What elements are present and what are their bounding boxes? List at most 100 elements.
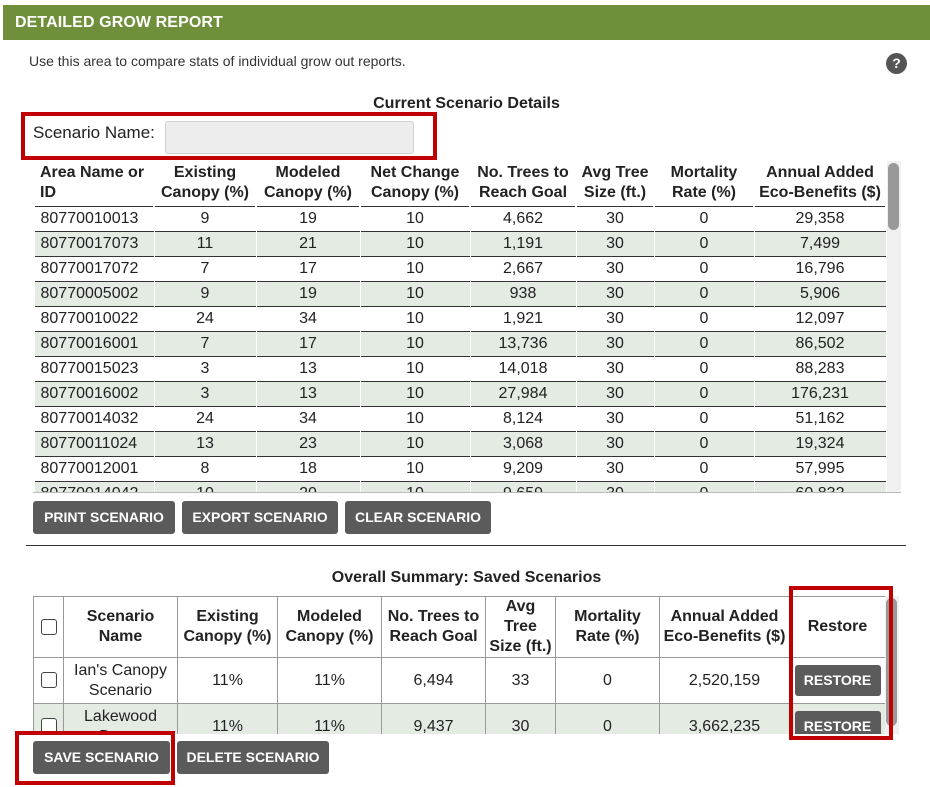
table-cell-avg-tree-size: 30 [575,406,655,431]
table-cell-area-name: 80770017072 [33,256,155,281]
intro-text: Use this area to compare stats of indivi… [29,53,406,69]
table-cell-modeled-canopy: 18 [255,456,361,481]
table-cell-area-name: 80770017073 [33,231,155,256]
table-cell-modeled-canopy: 19 [255,206,361,231]
table-scrollbar[interactable] [887,161,901,492]
table-cell-eco-benefits: 57,995 [753,456,887,481]
summary-header-trees-to-goal: No. Trees to Reach Goal [381,596,486,658]
table-row[interactable]: 80770005002 9 19 10 938 30 0 5,906 [33,281,887,306]
table-cell-mortality-rate: 0 [653,456,755,481]
table-cell-eco-benefits: 51,162 [753,406,887,431]
scenario-name-cell: Lakewood Demo [63,703,178,735]
saved-scenario-row[interactable]: LakewoodDemo11%11%9,4373003,662,235RESTO… [33,703,886,735]
table-row[interactable]: 80770015023 3 13 10 14,018 30 0 88,283 [33,356,887,381]
table-cell-mortality-rate: 0 [653,281,755,306]
scrollbar-thumb[interactable] [888,163,899,230]
column-header-line: No. Trees to [477,164,569,182]
table-row[interactable]: 807700140421020109,65930060,832 [33,481,887,492]
table-cell-area-name: 80770014042 [33,481,155,492]
column-header-eco-benefits: Annual Added Eco-Benefits ($) [753,161,887,206]
help-icon[interactable]: ? [886,53,907,74]
table-cell-area-name: 80770016002 [33,381,155,406]
export-scenario-button[interactable]: EXPORT SCENARIO [182,501,338,534]
table-row[interactable]: 80770014032 24 34 10 8,124 30 0 51,162 [33,406,887,431]
column-header-line: Canopy (%) [371,184,459,202]
summary-header-avg-tree-size: Avg Tree Size (ft.) [485,596,556,658]
section-divider [26,545,906,546]
summary-header-line: Reach Goal [389,628,478,645]
summary-cell-mortality-rate: 0 [555,703,660,734]
table-cell-net-change-canopy: 10 [359,256,471,281]
table-cell-trees-to-goal: 8,124 [469,406,577,431]
column-header-existing-canopy: Existing Canopy (%) [153,161,257,206]
table-cell-trees-to-goal: 1,921 [469,306,577,331]
row-select-cell [33,703,64,734]
table-cell-avg-tree-size: 30 [575,256,655,281]
table-cell-mortality-rate: 0 [653,431,755,456]
table-cell-modeled-canopy: 17 [255,256,361,281]
table-cell-avg-tree-size: 30 [575,356,655,381]
table-cell-modeled-canopy: 20 [255,481,361,492]
summary-cell-existing-canopy: 11% [177,703,278,734]
restore-button[interactable]: RESTORE [794,711,881,734]
summary-header-existing-canopy: Existing Canopy (%) [177,596,278,658]
table-cell-modeled-canopy: 34 [255,306,361,331]
table-cell-trees-to-goal: 9,659 [469,481,577,492]
table-cell-area-name: 80770010022 [33,306,155,331]
column-header-line: Existing [173,164,237,182]
table-cell-modeled-canopy: 21 [255,231,361,256]
table-row[interactable]: 80770012001 8 18 10 9,209 30 0 57,995 [33,456,887,481]
table-row[interactable]: 80770016002 3 13 10 27,984 30 0 176,231 [33,381,887,406]
summary-header-line: No. Trees to [387,608,480,625]
scenario-name-input[interactable] [165,121,414,154]
table-cell-eco-benefits: 176,231 [753,381,887,406]
table-cell-area-name: 80770005002 [33,281,155,306]
select-all-checkbox[interactable] [40,618,57,635]
delete-scenario-button[interactable]: DELETE SCENARIO [177,741,329,774]
table-cell-avg-tree-size: 30 [575,231,655,256]
table-cell-mortality-rate: 0 [653,231,755,256]
table-row[interactable]: 80770017073 11 21 10 1,191 30 0 7,499 [33,231,887,256]
summary-header-scenario-name: Scenario Name [63,596,178,658]
saved-scenarios-title: Overall Summary: Saved Scenarios [331,569,602,586]
table-cell-modeled-canopy: 17 [255,331,361,356]
table-cell-existing-canopy: 11 [153,231,257,256]
scenario-name-line: Demo [99,728,142,735]
table-cell-existing-canopy: 8 [153,456,257,481]
table-row[interactable]: 80770016001 7 17 10 13,736 30 0 86,502 [33,331,887,356]
table-cell-eco-benefits: 60,832 [753,481,887,492]
summary-cell-existing-canopy: 11% [177,657,278,704]
summary-header-line: Mortality [574,608,641,625]
table-cell-net-change-canopy: 10 [359,406,471,431]
column-header-line: Avg Tree [581,164,649,182]
table-cell-existing-canopy: 24 [153,306,257,331]
table-cell-net-change-canopy: 10 [359,481,471,492]
table-cell-net-change-canopy: 10 [359,281,471,306]
table-cell-modeled-canopy: 13 [255,356,361,381]
table-row[interactable]: 80770010022 24 34 10 1,921 30 0 12,097 [33,306,887,331]
column-header-area-name: Area Name or ID [33,161,155,206]
column-header-line: Eco-Benefits ($) [759,184,881,202]
table-cell-area-name: 80770014032 [33,406,155,431]
restore-button[interactable]: RESTORE [794,665,881,696]
column-header-line: Rate (%) [671,184,736,202]
table-cell-trees-to-goal: 1,191 [469,231,577,256]
table-cell-avg-tree-size: 30 [575,431,655,456]
table-row[interactable]: 80770011024 13 23 10 3,068 30 0 19,324 [33,431,887,456]
table-row[interactable]: 80770017072 7 17 10 2,667 30 0 16,796 [33,256,887,281]
summary-scrollbar-thumb[interactable] [886,598,897,726]
clear-scenario-button[interactable]: CLEAR SCENARIO [345,501,491,534]
row-select-checkbox[interactable] [40,672,57,689]
column-header-line: Annual Added [766,164,874,182]
column-header-mortality-rate: Mortality Rate (%) [653,161,755,206]
saved-scenario-row[interactable]: Ian's Canopy Scenario 11% 11% 6,494 33 0 2,520,… [33,657,886,704]
summary-header-select [33,596,64,658]
print-scenario-button[interactable]: PRINT SCENARIO [33,501,175,534]
row-select-checkbox[interactable] [40,718,57,734]
table-row[interactable]: 80770010013 9 19 10 4,662 30 0 29,358 [33,206,887,231]
save-scenario-button[interactable]: SAVE SCENARIO [33,741,170,774]
table-cell-existing-canopy: 9 [153,206,257,231]
table-cell-eco-benefits: 88,283 [753,356,887,381]
summary-scrollbar[interactable] [885,596,899,734]
table-cell-net-change-canopy: 10 [359,331,471,356]
